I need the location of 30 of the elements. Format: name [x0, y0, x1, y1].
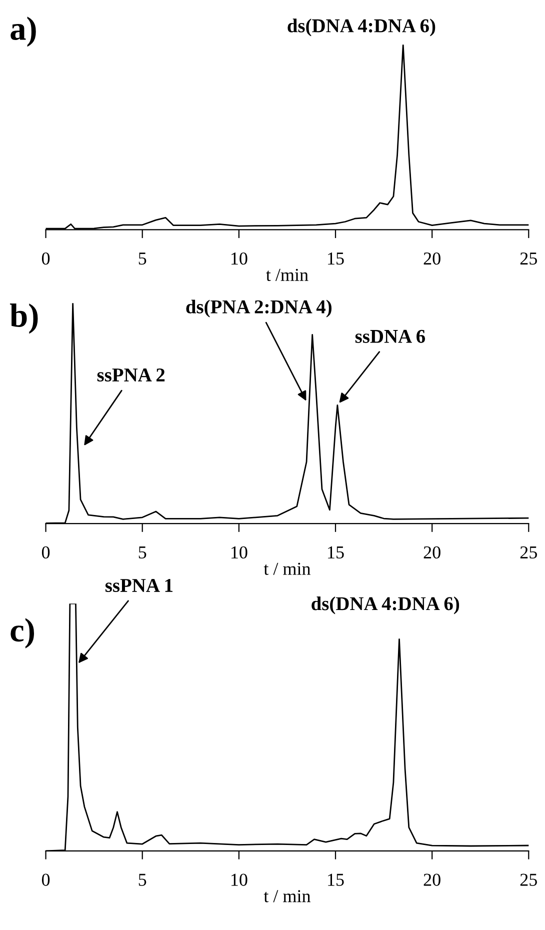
x-tick-label: 15 — [328, 546, 344, 559]
x-tick-label: 5 — [138, 874, 146, 886]
x-tick-label: 0 — [42, 874, 50, 886]
x-tick-label: 0 — [42, 252, 50, 265]
x-tick-label: 25 — [520, 874, 537, 886]
x-tick-label: 5 — [138, 546, 146, 559]
chart-title: b) — [10, 303, 38, 334]
x-tick-label: 10 — [231, 874, 248, 886]
x-axis-title: t / min — [264, 562, 311, 575]
chart-title: a) — [10, 16, 36, 47]
annotation: ssDNA 6 — [355, 330, 426, 343]
x-tick-label: 0 — [42, 546, 50, 559]
x-tick-label: 25 — [520, 546, 537, 559]
x-tick-label: 20 — [424, 252, 440, 265]
x-tick-label: 5 — [138, 252, 146, 265]
annotation: ssPNA 2 — [97, 368, 165, 382]
x-tick-label: 25 — [520, 252, 537, 265]
annotation: ds(DNA 4:DNA 6) — [288, 18, 436, 36]
x-tick-label: 15 — [328, 874, 344, 886]
annotation: ssPNA 1 — [105, 578, 172, 592]
annotation: ds(DNA 4:DNA 6) — [312, 596, 460, 614]
annotation: ds(PNA 2:DNA 4) — [186, 300, 332, 318]
x-axis-title: t /min — [266, 268, 308, 282]
x-tick-label: 10 — [231, 546, 248, 559]
x-tick-label: 10 — [231, 252, 248, 265]
chart-title: c) — [10, 618, 34, 648]
x-tick-label: 20 — [424, 546, 440, 559]
x-axis-title: t / min — [264, 890, 311, 902]
x-tick-label: 20 — [424, 874, 440, 886]
x-tick-label: 15 — [328, 252, 344, 265]
